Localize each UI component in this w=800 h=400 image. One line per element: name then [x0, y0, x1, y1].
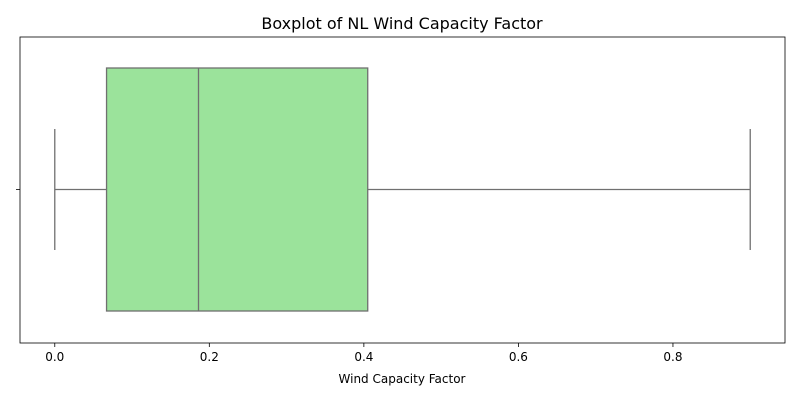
- x-axis-ticks: 0.0 0.2 0.4 0.6 0.8: [45, 343, 683, 364]
- x-tick-label: 0.8: [663, 350, 682, 364]
- plot-area-frame: [19, 36, 786, 344]
- x-tick-label: 0.2: [200, 350, 219, 364]
- x-tick-label: 0.4: [354, 350, 373, 364]
- x-tick-label: 0.6: [509, 350, 528, 364]
- interquartile-box: [105, 67, 369, 312]
- x-tick-label: 0.0: [45, 350, 64, 364]
- x-axis-label: Wind Capacity Factor: [339, 372, 466, 386]
- chart-title: Boxplot of NL Wind Capacity Factor: [261, 14, 543, 33]
